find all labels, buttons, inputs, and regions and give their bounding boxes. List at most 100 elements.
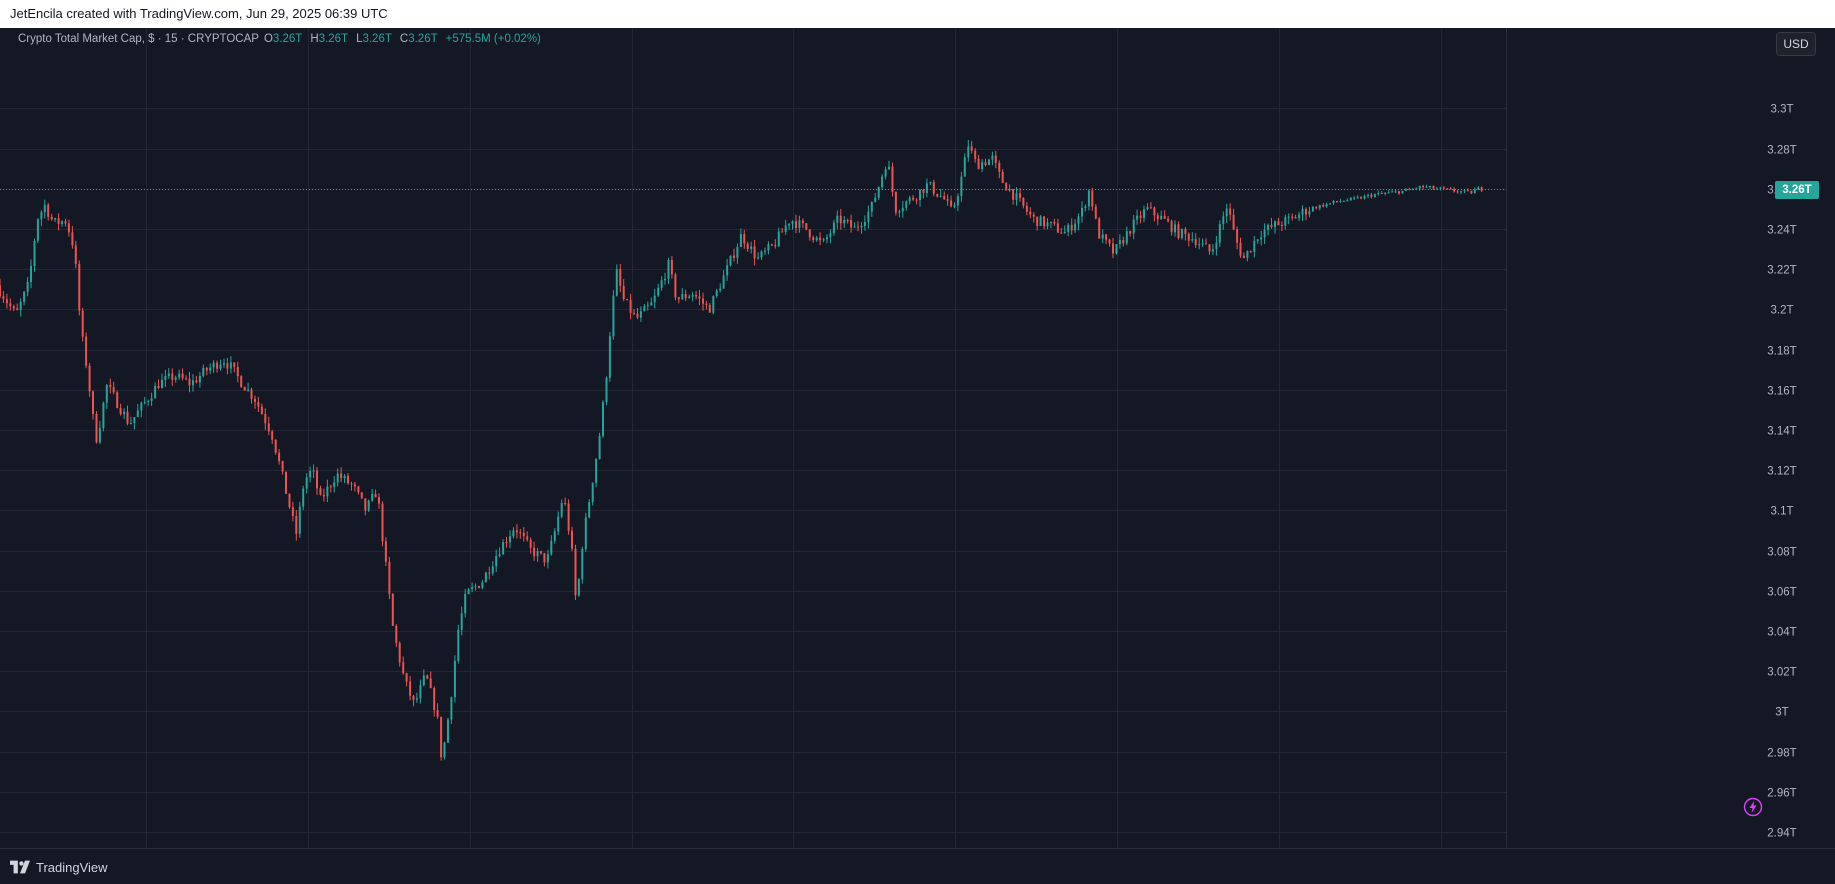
candle-body: [123, 411, 126, 414]
candle-body: [1184, 229, 1187, 234]
candle-body: [329, 486, 332, 488]
candle-body: [1439, 187, 1442, 189]
candle-body: [129, 423, 132, 425]
candle-body: [71, 232, 74, 246]
candle-body: [343, 475, 346, 479]
candle-body: [181, 373, 184, 379]
candle-body: [2, 296, 5, 300]
candle-body: [1425, 186, 1428, 188]
candle-body: [750, 246, 753, 249]
candle-body: [536, 551, 539, 557]
candle-body: [1008, 189, 1011, 191]
candle-body: [874, 197, 877, 202]
candle-body: [1005, 182, 1008, 191]
candle-body: [715, 290, 718, 297]
candle-body: [236, 366, 239, 377]
candle-body: [1329, 203, 1332, 205]
brand[interactable]: TradingView: [10, 858, 108, 876]
candle-body: [1370, 194, 1373, 197]
candle-body: [1260, 237, 1263, 240]
currency-button[interactable]: USD: [1776, 32, 1816, 56]
candle-body: [467, 589, 470, 594]
price-chart[interactable]: 3.3T 3.28T 3.26T 3.24T 3.22T 3.2T 3.18T 3.16T 3.…: [0, 28, 1835, 848]
candle-body: [1253, 240, 1256, 252]
candle-body: [278, 452, 281, 462]
candle-body: [805, 223, 808, 230]
candle-body: [109, 384, 112, 388]
candle-body: [250, 389, 253, 399]
candle-body: [374, 494, 377, 498]
candle-body: [860, 226, 863, 228]
candle-body: [974, 150, 977, 159]
candle-body: [919, 189, 921, 200]
candle-body: [1060, 232, 1063, 234]
candle-body: [1466, 190, 1469, 192]
candle-body: [95, 414, 98, 443]
candle-body: [305, 477, 308, 489]
price-tick-label: 3.02T: [1767, 667, 1796, 679]
candle-body: [791, 221, 794, 224]
candle-body: [1256, 239, 1259, 241]
price-tick-label: 2.98T: [1767, 748, 1796, 760]
candle-body: [512, 530, 515, 537]
candle-body: [0, 285, 1, 297]
candle-body: [626, 299, 629, 301]
candle-body: [1074, 223, 1077, 231]
candle-body: [1449, 188, 1452, 190]
candle-body: [746, 243, 749, 249]
candle-body: [371, 494, 374, 501]
candle-body: [1132, 219, 1135, 234]
candle-body: [1336, 201, 1338, 202]
candle-body: [33, 240, 36, 266]
grid-lines: [0, 28, 1506, 848]
candle-body: [925, 183, 928, 194]
low-value: 3.26T: [362, 33, 392, 45]
candle-body: [519, 532, 522, 534]
candle-body: [829, 233, 832, 238]
price-tick-label: 3.3T: [1770, 104, 1793, 116]
candle-body: [298, 506, 301, 534]
open-label: O: [263, 33, 273, 45]
candle-body: [223, 363, 225, 365]
candle-body: [19, 301, 22, 310]
candle-body: [1360, 197, 1363, 199]
candle-body: [1153, 207, 1156, 216]
candle-body: [322, 494, 325, 497]
candle-body: [867, 211, 870, 222]
candle-body: [1418, 186, 1421, 189]
candle-body: [1081, 207, 1083, 217]
candle-body: [478, 586, 480, 588]
candle-body: [233, 362, 236, 367]
candle-body: [526, 536, 529, 540]
candle-body: [1022, 197, 1025, 206]
candle-body: [1170, 221, 1173, 233]
candle-body: [422, 675, 425, 686]
candle-body: [650, 302, 653, 306]
candle-body: [608, 336, 611, 378]
candle-body: [309, 471, 312, 478]
candle-body: [464, 593, 467, 614]
price-axis[interactable]: 3.3T3.28T3.26T3.24T3.22T3.2T3.18T3.16T3.…: [1767, 104, 1796, 840]
candle-body: [367, 500, 370, 511]
candle-body: [336, 473, 339, 483]
candle-body: [291, 507, 294, 516]
candle-body: [988, 159, 990, 166]
candle-body: [1391, 191, 1394, 193]
candle-body: [450, 697, 453, 720]
candle-body: [1167, 218, 1170, 222]
candle-body: [646, 305, 649, 307]
candle-body: [553, 531, 556, 541]
credit-text: JetEncila created with TradingView.com, …: [10, 6, 388, 21]
candle-body: [1387, 192, 1390, 194]
candle-body: [891, 166, 894, 192]
candle-body: [460, 613, 463, 630]
candle-body: [1087, 190, 1090, 207]
candle-body: [395, 625, 398, 643]
candle-body: [78, 263, 81, 311]
lightning-icon[interactable]: [1743, 797, 1763, 817]
candle-body: [409, 681, 412, 696]
open-value: 3.26T: [272, 33, 303, 45]
candle-body: [670, 260, 673, 275]
candle-body: [722, 275, 725, 289]
candle-body: [491, 566, 494, 574]
